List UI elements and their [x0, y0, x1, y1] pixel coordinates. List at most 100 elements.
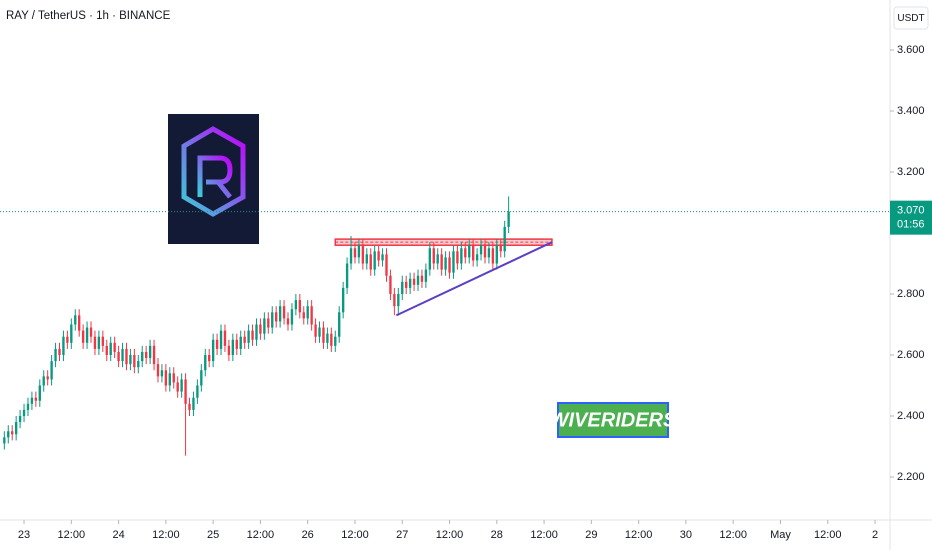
- x-tick-label: 12:00: [719, 529, 747, 541]
- candle-body: [239, 336, 242, 349]
- candle-body: [34, 397, 38, 401]
- candle-body: [113, 342, 116, 352]
- candle-body: [200, 370, 203, 386]
- candle-body: [255, 324, 258, 340]
- candle-body: [141, 351, 144, 362]
- candle-body: [310, 306, 313, 325]
- logo: [168, 114, 259, 244]
- candle-body: [227, 345, 231, 356]
- candle-body: [247, 330, 250, 343]
- candle-body: [66, 336, 69, 343]
- candle-body: [436, 254, 439, 264]
- y-tick-label: 2.600: [897, 349, 925, 361]
- candle-body: [341, 287, 345, 313]
- candle-body: [448, 257, 451, 273]
- x-tick-label: 12:00: [152, 529, 180, 541]
- candle-body: [180, 379, 183, 392]
- candle-body: [211, 339, 215, 362]
- last-price-label: 3.070: [897, 205, 925, 217]
- candle-body: [369, 254, 372, 270]
- candle-body: [176, 382, 179, 392]
- candle-body: [223, 330, 227, 346]
- candle-body: [243, 336, 246, 343]
- x-tick-label: 12:00: [530, 529, 558, 541]
- candle-body: [468, 245, 471, 258]
- candle-body: [58, 348, 61, 356]
- x-tick-label: 28: [491, 529, 503, 541]
- candle-body: [137, 361, 140, 368]
- candle-body: [389, 275, 392, 295]
- candle-body: [117, 351, 120, 362]
- candle-body: [251, 330, 254, 340]
- x-tick-label: 12:00: [625, 529, 653, 541]
- candle-body: [105, 345, 108, 356]
- candle-body: [78, 315, 81, 331]
- x-tick-label: 27: [396, 529, 408, 541]
- candle-body: [70, 324, 73, 343]
- plot: [0, 196, 890, 456]
- candle-body: [30, 397, 34, 404]
- candle-body: [491, 248, 495, 264]
- candle-body: [85, 327, 89, 343]
- candle-body: [432, 248, 435, 264]
- y-tick-label: 2.400: [897, 410, 925, 422]
- candle-body: [330, 333, 333, 346]
- candle-body: [487, 248, 491, 258]
- candle-body: [14, 422, 18, 435]
- candle-body: [460, 248, 463, 264]
- x-tick-label: 25: [207, 529, 219, 541]
- candle-body: [365, 254, 368, 264]
- watermark-box: [557, 402, 669, 438]
- candle-body: [428, 248, 432, 270]
- candle-body: [306, 306, 309, 319]
- candle-body: [196, 385, 199, 398]
- candle-body: [479, 245, 483, 255]
- y-tick-label: 3.200: [897, 166, 925, 178]
- candle-body: [274, 312, 278, 322]
- candle-body: [26, 403, 30, 410]
- candle-body: [18, 416, 22, 423]
- trendline: [395, 241, 553, 317]
- candle-body: [408, 278, 412, 288]
- candle-body: [464, 248, 467, 258]
- candle-body: [483, 245, 487, 258]
- x-tick-label: 12:00: [58, 529, 86, 541]
- candle-body: [50, 361, 53, 380]
- candle-body: [188, 403, 191, 410]
- unit-box[interactable]: [893, 6, 929, 30]
- candle-body: [22, 409, 26, 416]
- candle-body: [93, 336, 97, 349]
- candle-body: [401, 281, 404, 295]
- last-price-box: [890, 200, 932, 235]
- candle-body: [314, 324, 317, 337]
- candle-body: [507, 211, 510, 227]
- candle-body: [152, 345, 156, 365]
- candle-body: [81, 330, 85, 343]
- candle-body: [444, 257, 447, 270]
- candle-body: [74, 315, 77, 325]
- x-tick-label: 30: [680, 529, 692, 541]
- candle-body: [302, 312, 305, 319]
- candle-body: [172, 373, 175, 383]
- candle-body: [420, 275, 424, 282]
- watermark: WIVERIDERS: [550, 409, 677, 431]
- candle-body: [46, 376, 49, 380]
- candle-body: [405, 281, 408, 288]
- candle-body: [192, 397, 195, 410]
- candle-body: [499, 245, 502, 252]
- candle-body: [397, 294, 400, 307]
- unit-label: USDT: [897, 13, 924, 24]
- y-tick-label: 3.600: [897, 44, 925, 56]
- candle-body: [208, 355, 211, 362]
- candle-body: [334, 336, 337, 346]
- candle-body: [322, 327, 325, 343]
- candle-body: [345, 263, 349, 288]
- x-tick-label: May: [770, 529, 791, 541]
- candle-body: [318, 327, 321, 337]
- candle-body: [121, 348, 124, 362]
- candle-body: [349, 248, 353, 264]
- chart-title: RAY / TetherUS · 1h · BINANCE: [6, 10, 171, 22]
- candle-body: [338, 312, 341, 337]
